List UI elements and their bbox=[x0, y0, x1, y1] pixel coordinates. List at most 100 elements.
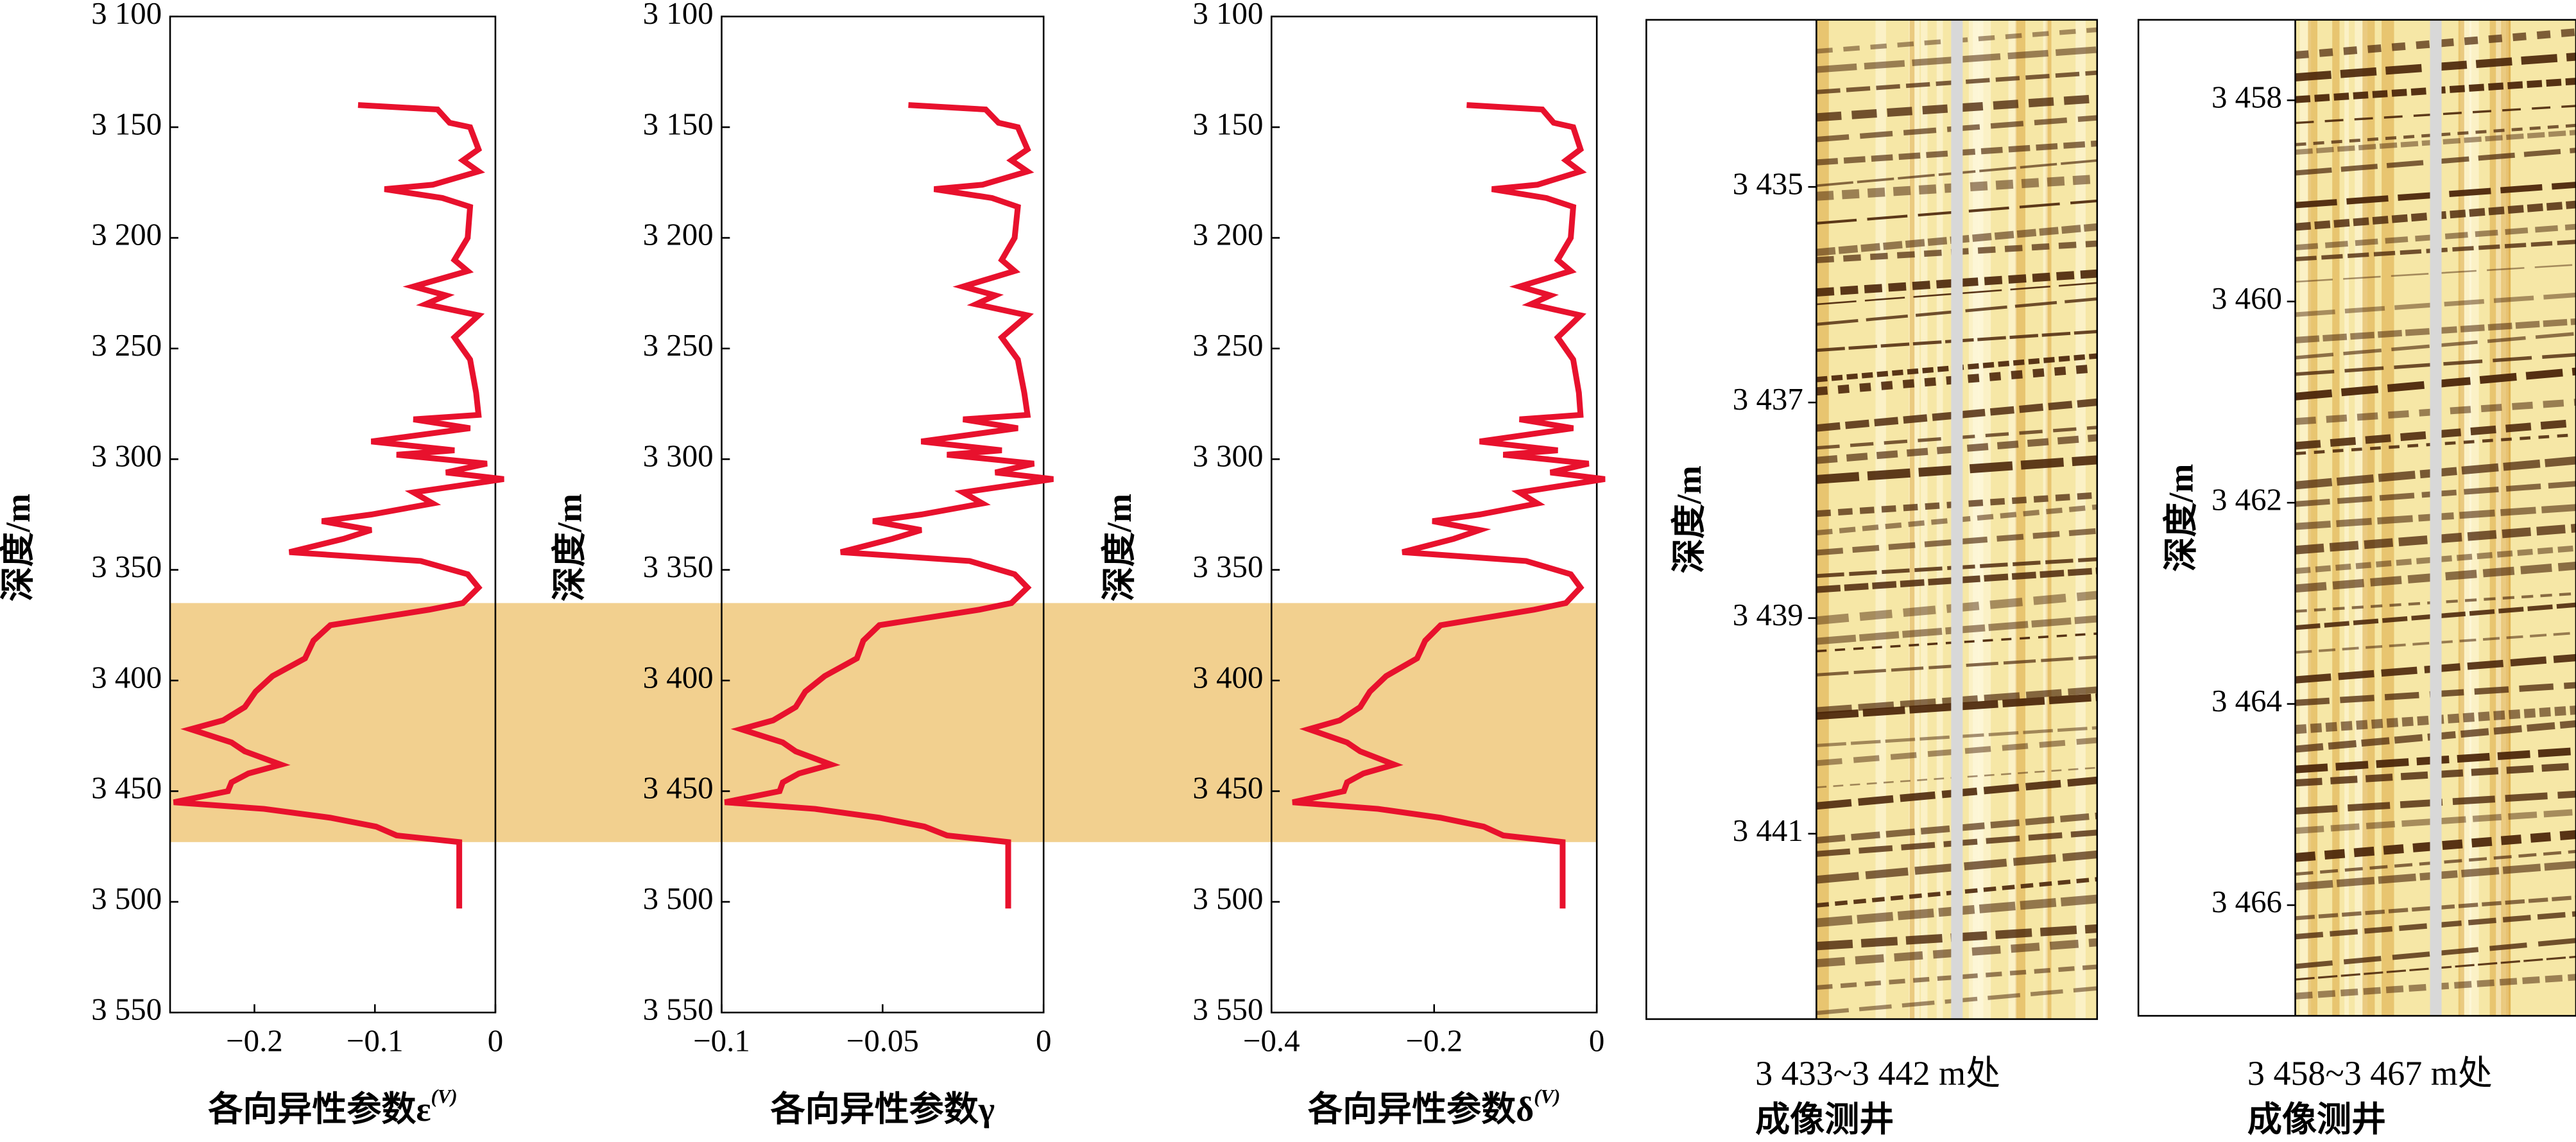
y-tick-label: 3 100 bbox=[1192, 0, 1263, 31]
y-tick-label: 3 350 bbox=[91, 549, 162, 584]
caption: 3 433~3 442 m处 bbox=[1755, 1054, 2000, 1093]
y-tick-label: 3 550 bbox=[91, 991, 162, 1026]
image-streak bbox=[1816, 19, 1829, 1019]
image-stripe bbox=[1816, 94, 2098, 122]
image-pad-gap bbox=[2430, 19, 2442, 1016]
x-tick-label: 0 bbox=[1036, 1023, 1051, 1058]
plot-frame bbox=[169, 15, 497, 1014]
x-axis-label: 各向异性参数ε(V) bbox=[208, 1085, 457, 1129]
image-frame bbox=[1645, 19, 2099, 1020]
x-tick-label: −0.1 bbox=[347, 1023, 404, 1058]
image-stripe bbox=[2295, 545, 2576, 575]
y-tick-label: 3 250 bbox=[1192, 327, 1263, 363]
y-tick-label: 3 400 bbox=[643, 659, 714, 695]
image-streak bbox=[2332, 19, 2340, 1016]
y-axis-label: 深度/m bbox=[0, 494, 37, 601]
y-tick-label: 3 450 bbox=[91, 770, 162, 806]
y-tick-label: 3 150 bbox=[91, 106, 162, 141]
y-axis-label: 深度/m bbox=[1670, 465, 1708, 573]
image-stripe bbox=[2295, 105, 2576, 125]
y-tick-label: 3 500 bbox=[1192, 881, 1263, 916]
data-line bbox=[173, 102, 504, 909]
y-tick-label: 3 441 bbox=[1733, 813, 1803, 848]
y-tick-label: 3 462 bbox=[2211, 481, 2282, 517]
image-stripe bbox=[2295, 292, 2576, 317]
x-axis-label-text: 各向异性参数γ bbox=[771, 1091, 995, 1129]
y-tick-label: 3 460 bbox=[2211, 281, 2282, 316]
y-tick-label: 3 550 bbox=[643, 991, 714, 1026]
y-tick-label: 3 300 bbox=[643, 438, 714, 474]
y-tick-label: 3 200 bbox=[91, 217, 162, 252]
image-streak bbox=[1909, 19, 1915, 1019]
y-tick-label: 3 250 bbox=[91, 327, 162, 363]
image-streak bbox=[2045, 19, 2052, 1019]
y-tick-label: 3 200 bbox=[1192, 217, 1263, 252]
caption: 成像测井 bbox=[1755, 1100, 1894, 1139]
image-stripe bbox=[2294, 830, 2576, 862]
y-axis-label: 深度/m bbox=[550, 494, 588, 601]
y-tick-label: 3 466 bbox=[2211, 884, 2282, 919]
image-stripe bbox=[2295, 809, 2576, 835]
image-stripe bbox=[2295, 352, 2576, 376]
y-tick-label: 3 450 bbox=[1192, 770, 1263, 806]
image-streak bbox=[1875, 19, 1886, 1019]
x-tick-label: −0.1 bbox=[693, 1023, 750, 1058]
image-stripe bbox=[1816, 632, 2097, 653]
y-tick-label: 3 300 bbox=[91, 438, 162, 474]
y-tick-label: 3 350 bbox=[1192, 549, 1263, 584]
image-stripe bbox=[1816, 528, 2098, 556]
image-streak bbox=[2015, 19, 2025, 1019]
y-tick-label: 3 350 bbox=[643, 549, 714, 584]
image-pad-gap bbox=[1951, 19, 1963, 1019]
x-axis-label-text: 各向异性参数ε bbox=[208, 1091, 431, 1129]
data-line bbox=[724, 102, 1054, 909]
highlight-band bbox=[170, 603, 1597, 842]
x-tick-label: −0.05 bbox=[846, 1023, 919, 1058]
borehole-image bbox=[2294, 19, 2576, 1016]
image-stripe bbox=[2295, 762, 2576, 787]
x-axis-label-text: 各向异性参数δ bbox=[1308, 1091, 1534, 1129]
y-tick-label: 3 458 bbox=[2211, 79, 2282, 114]
borehole-image bbox=[1816, 19, 2098, 1019]
x-tick-label: 0 bbox=[1589, 1023, 1604, 1058]
y-tick-label: 3 150 bbox=[1192, 106, 1263, 141]
image-stripe bbox=[1816, 737, 2098, 766]
y-axis-label: 深度/m bbox=[1100, 494, 1138, 601]
image-streak bbox=[2344, 19, 2349, 1016]
data-line bbox=[1292, 102, 1606, 909]
x-axis-label: 各向异性参数δ(V) bbox=[1308, 1085, 1560, 1129]
x-axis-label-sup: (V) bbox=[431, 1085, 458, 1107]
y-tick-label: 3 450 bbox=[643, 770, 714, 806]
image-stripe bbox=[2295, 123, 2576, 146]
y-tick-label: 3 200 bbox=[643, 217, 714, 252]
y-tick-label: 3 500 bbox=[643, 881, 714, 916]
y-tick-label: 3 100 bbox=[643, 0, 714, 31]
y-tick-label: 3 400 bbox=[1192, 659, 1263, 695]
y-tick-label: 3 439 bbox=[1733, 597, 1803, 632]
y-tick-label: 3 400 bbox=[91, 659, 162, 695]
y-tick-label: 3 550 bbox=[1192, 991, 1263, 1026]
x-axis-label-sup: (V) bbox=[1534, 1085, 1560, 1107]
image-streak bbox=[1921, 19, 1928, 1019]
y-tick-label: 3 437 bbox=[1733, 381, 1803, 417]
x-tick-label: −0.2 bbox=[1405, 1023, 1463, 1058]
caption: 成像测井 bbox=[2247, 1100, 2386, 1139]
x-axis-label: 各向异性参数γ bbox=[771, 1091, 995, 1129]
y-tick-label: 3 150 bbox=[643, 106, 714, 141]
y-tick-label: 3 435 bbox=[1733, 166, 1803, 201]
image-streak bbox=[2043, 19, 2048, 1019]
caption: 3 458~3 467 m处 bbox=[2247, 1054, 2493, 1093]
y-axis-label: 深度/m bbox=[2162, 464, 2201, 572]
y-tick-label: 3 300 bbox=[1192, 438, 1263, 474]
image-streak bbox=[2075, 19, 2086, 1019]
image-stripe bbox=[1816, 398, 2098, 432]
image-streak bbox=[2008, 19, 2016, 1019]
x-tick-label: −0.2 bbox=[226, 1023, 283, 1058]
y-tick-label: 3 500 bbox=[91, 881, 162, 916]
x-tick-label: −0.4 bbox=[1243, 1023, 1300, 1058]
y-tick-label: 3 464 bbox=[2211, 683, 2282, 718]
y-tick-label: 3 250 bbox=[643, 327, 714, 363]
